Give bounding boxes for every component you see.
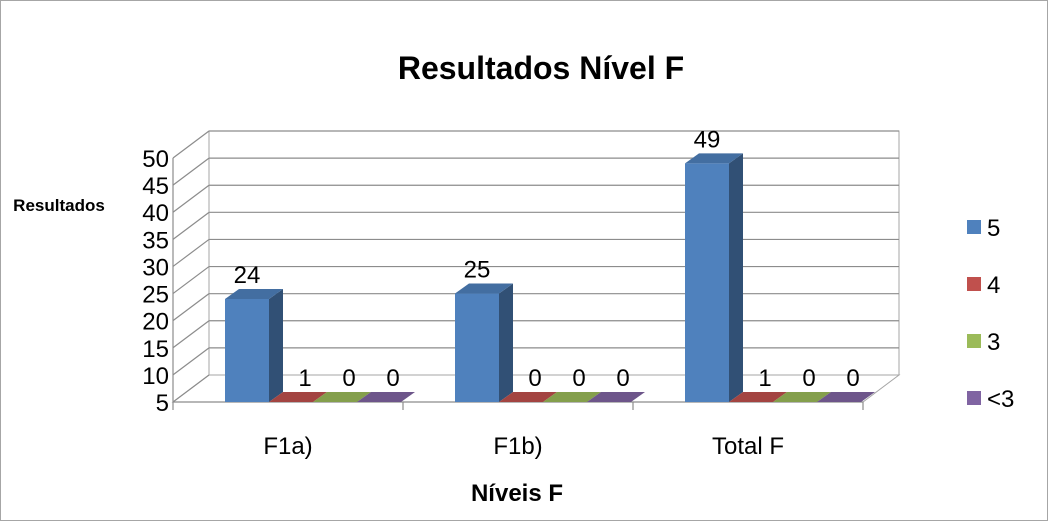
bar-front <box>225 298 269 402</box>
bar-front <box>455 293 499 402</box>
bar-top <box>773 392 831 402</box>
data-label: 0 <box>342 365 355 392</box>
bar <box>817 392 875 402</box>
gridline-side <box>172 157 210 186</box>
legend-swatch <box>967 220 981 234</box>
y-tick-label: 35 <box>142 227 169 254</box>
gridline-side <box>172 266 210 295</box>
data-label: 1 <box>298 365 311 392</box>
gridline-side <box>172 184 210 213</box>
bars <box>225 153 875 402</box>
bar <box>313 392 371 402</box>
legend-swatch <box>967 277 981 291</box>
bar <box>499 392 557 402</box>
data-label: 24 <box>234 262 261 289</box>
y-tick-label: 5 <box>156 390 169 417</box>
gridline-side <box>172 320 210 349</box>
bar <box>587 392 645 402</box>
bar-top <box>225 288 283 299</box>
y-tick-label: 45 <box>142 173 169 200</box>
gridline-side <box>172 238 210 267</box>
bar <box>269 392 327 402</box>
bar-top <box>543 392 601 402</box>
gridline-side <box>172 130 210 159</box>
bar-side <box>499 283 513 402</box>
gridlines <box>172 130 899 403</box>
bar <box>729 392 787 402</box>
data-label: 0 <box>572 365 585 392</box>
data-labels: 24 1 0 0 25 0 0 0 49 1 0 0 <box>234 126 860 392</box>
bar-side <box>729 153 743 402</box>
bar <box>357 392 415 402</box>
bar <box>543 392 601 402</box>
bar-top <box>817 392 875 402</box>
y-axis-title: Resultados <box>13 196 105 215</box>
bar-top <box>455 283 513 294</box>
bar-top <box>729 392 787 402</box>
bar-top <box>499 392 557 402</box>
bar-top <box>313 392 371 402</box>
data-label: 1 <box>758 365 771 392</box>
bar <box>225 288 283 402</box>
data-label: 25 <box>464 257 491 284</box>
data-label: 0 <box>386 365 399 392</box>
y-tick-label: 25 <box>142 282 169 309</box>
legend-label: <3 <box>987 386 1014 413</box>
bar-top <box>685 153 743 164</box>
bar <box>455 283 513 402</box>
bar-side <box>269 288 283 402</box>
y-tick-label: 40 <box>142 200 169 227</box>
legend-label: 4 <box>987 272 1000 299</box>
gridline-side <box>172 293 210 322</box>
legend: 5 4 3 <3 <box>967 215 1014 413</box>
chart-title: Resultados Nível F <box>398 50 684 86</box>
bar-top <box>587 392 645 402</box>
y-tick-label: 15 <box>142 336 169 363</box>
bar-top <box>357 392 415 402</box>
data-label: 0 <box>616 365 629 392</box>
gridline-side <box>172 347 210 376</box>
legend-label: 3 <box>987 329 1000 356</box>
data-label: 0 <box>528 365 541 392</box>
y-tick-label: 20 <box>142 309 169 336</box>
data-label: 0 <box>846 365 859 392</box>
bar-top <box>269 392 327 402</box>
legend-swatch <box>967 334 981 348</box>
back-wall <box>208 130 900 376</box>
bar-front <box>685 163 729 402</box>
legend-swatch <box>967 391 981 405</box>
x-tick-label: F1b) <box>493 433 542 460</box>
data-label: 49 <box>694 126 721 153</box>
data-label: 0 <box>802 365 815 392</box>
gridline-side <box>172 374 210 403</box>
x-axis-title: Níveis F <box>471 480 563 507</box>
y-tick-label: 30 <box>142 254 169 281</box>
bar <box>685 153 743 402</box>
gridline-side <box>172 211 210 240</box>
y-tick-label: 10 <box>142 363 169 390</box>
x-tick-label: F1a) <box>263 433 312 460</box>
bar <box>773 392 831 402</box>
y-tick-label: 50 <box>142 146 169 173</box>
legend-label: 5 <box>987 215 1000 242</box>
x-tick-label: Total F <box>712 433 784 460</box>
